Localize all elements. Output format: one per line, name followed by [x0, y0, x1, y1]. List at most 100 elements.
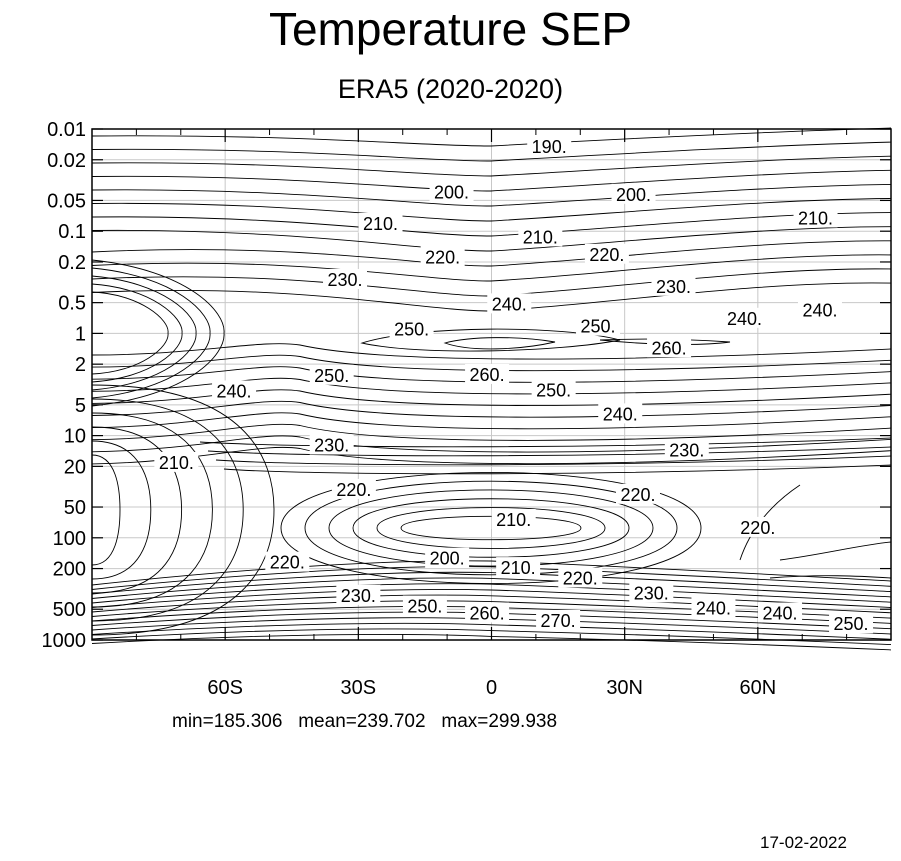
contour-label-bg	[358, 212, 403, 233]
y-tick-label: 5	[75, 395, 86, 417]
contour-line	[207, 446, 892, 457]
contour-line	[352, 498, 630, 558]
contour-label-bg	[309, 364, 354, 385]
y-tick-label: 0.1	[58, 221, 86, 243]
contour-label-bg	[691, 597, 736, 618]
contour-lines	[91, 127, 892, 651]
contour-line	[91, 446, 892, 465]
contour-label: 250.	[314, 366, 349, 386]
contour-label-bg	[576, 315, 621, 336]
contour-line	[91, 212, 892, 237]
contour-label: 250.	[536, 380, 571, 400]
contour-label: 240.	[727, 309, 762, 329]
contour-label: 220.	[620, 485, 655, 505]
contour-label: 240.	[492, 294, 527, 314]
y-tick-label: 1	[75, 323, 86, 345]
contour-label: 250.	[834, 614, 869, 634]
contour-label-bg	[558, 567, 603, 588]
contour-label: 230.	[341, 586, 376, 606]
contour-label: 200.	[430, 549, 465, 569]
contour-label-bg	[402, 595, 447, 616]
contour-label-bg	[615, 483, 660, 504]
contour-label-bg	[518, 226, 563, 247]
contour-label: 260.	[470, 365, 505, 385]
contour-label: 240.	[696, 598, 731, 618]
contour-label: 230.	[327, 270, 362, 290]
contour-line	[779, 541, 892, 561]
contour-label-bg	[465, 363, 510, 384]
x-tick-label: 30S	[341, 677, 377, 699]
contour-label-bg	[265, 551, 310, 572]
contour-label-bg	[527, 135, 572, 156]
contour-label: 210.	[159, 453, 194, 473]
y-tick-label: 20	[64, 456, 86, 478]
y-tick-label: 100	[53, 528, 86, 550]
contour-label: 260.	[652, 338, 687, 358]
contour-line	[443, 337, 556, 350]
contour-line	[223, 464, 892, 475]
contour-label: 200.	[434, 183, 469, 203]
contour-label-bg	[465, 602, 510, 623]
contour-label: 230.	[669, 441, 704, 461]
contour-label: 230.	[656, 277, 691, 297]
contour-label: 240.	[603, 404, 638, 424]
contour-line	[91, 560, 892, 586]
y-tick-label: 1000	[42, 630, 87, 652]
contour-label: 250.	[407, 596, 442, 616]
y-tick-label: 0.01	[47, 119, 86, 141]
contour-label-bg	[651, 275, 696, 296]
contour-label-bg	[664, 439, 709, 460]
contour-line	[91, 389, 892, 406]
contour-label-bg	[536, 609, 581, 630]
contour-line	[91, 426, 183, 594]
contour-line	[769, 575, 892, 579]
contour-line	[199, 437, 892, 448]
contour-label-bg	[336, 584, 381, 605]
contour-label: 230.	[314, 436, 349, 456]
y-tick-label: 0.5	[58, 293, 86, 315]
contour-label: 240.	[763, 603, 798, 623]
contour-line	[91, 259, 225, 407]
contour-line	[91, 454, 121, 566]
contour-line	[400, 515, 582, 541]
contour-line	[91, 169, 892, 192]
contour-line	[91, 226, 892, 252]
contour-line	[91, 141, 892, 162]
contour-line	[91, 412, 892, 430]
contour-label: 220.	[425, 247, 460, 267]
contour-label: 270.	[541, 611, 576, 631]
y-tick-label: 10	[64, 426, 86, 448]
contour-labels: 190. 200. 200. 210. 210. 210. 220. 220. 230. 230.…	[154, 135, 874, 634]
contour-label-bg	[598, 403, 643, 424]
contour-label-bg	[829, 613, 874, 634]
stats-text: min=185.306 mean=239.702 max=299.938	[172, 711, 558, 732]
contour-line	[328, 489, 654, 567]
contour-label-bg	[309, 434, 354, 455]
contour-line	[280, 471, 702, 585]
contour-line	[91, 267, 211, 399]
y-tick-label: 0.2	[58, 252, 86, 274]
contour-line	[91, 291, 169, 375]
contour-label-bg	[389, 318, 434, 339]
contour-line	[91, 571, 892, 595]
contour-line	[91, 240, 892, 267]
contour-label-bg	[425, 547, 470, 568]
contour-label-bg	[496, 557, 541, 578]
contour-line	[304, 480, 678, 576]
contour-label: 220.	[589, 245, 624, 265]
contour-label-bg	[331, 478, 376, 499]
y-tick-label: 0.02	[47, 150, 86, 172]
contour-line	[91, 588, 892, 608]
x-tick-label: 30N	[606, 677, 643, 699]
contour-line	[91, 400, 892, 418]
contour-line	[360, 328, 621, 352]
y-tick-label: 2	[75, 354, 86, 376]
contour-line	[91, 283, 183, 383]
contour-label: 250.	[581, 317, 616, 337]
contour-line	[91, 384, 275, 636]
contour-label-bg	[420, 246, 465, 267]
contour-label: 240.	[802, 301, 837, 321]
contour-label-bg	[758, 602, 803, 623]
contour-label-bg	[793, 207, 838, 228]
